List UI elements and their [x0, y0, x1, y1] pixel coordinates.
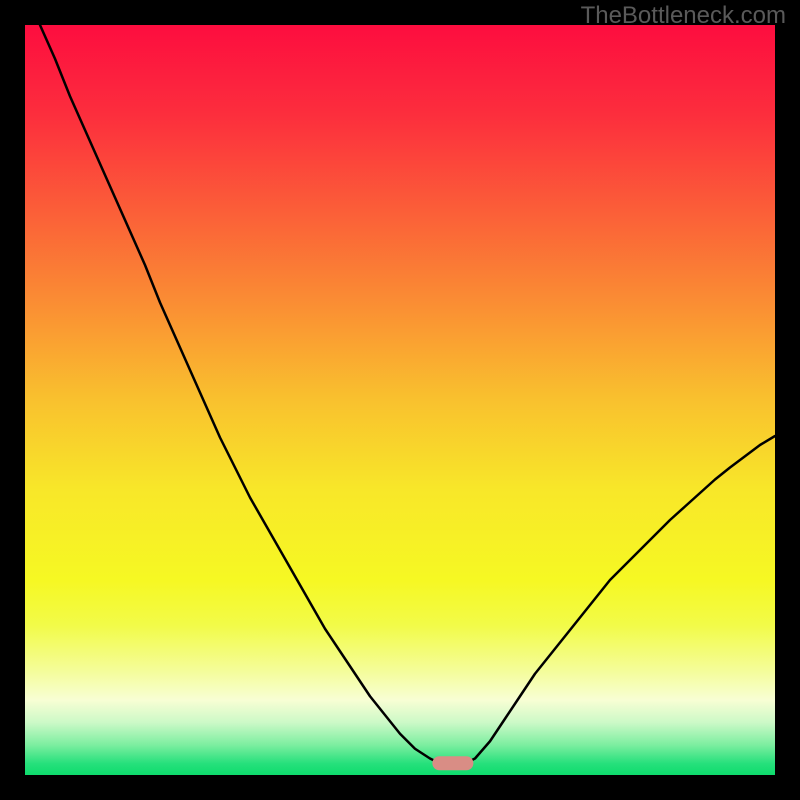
chart-frame [0, 0, 800, 800]
bottleneck-curve [25, 25, 775, 775]
attribution-text: TheBottleneck.com [581, 2, 786, 30]
curve-path [40, 25, 775, 764]
minimum-marker [432, 756, 473, 770]
plot-area [25, 25, 775, 775]
